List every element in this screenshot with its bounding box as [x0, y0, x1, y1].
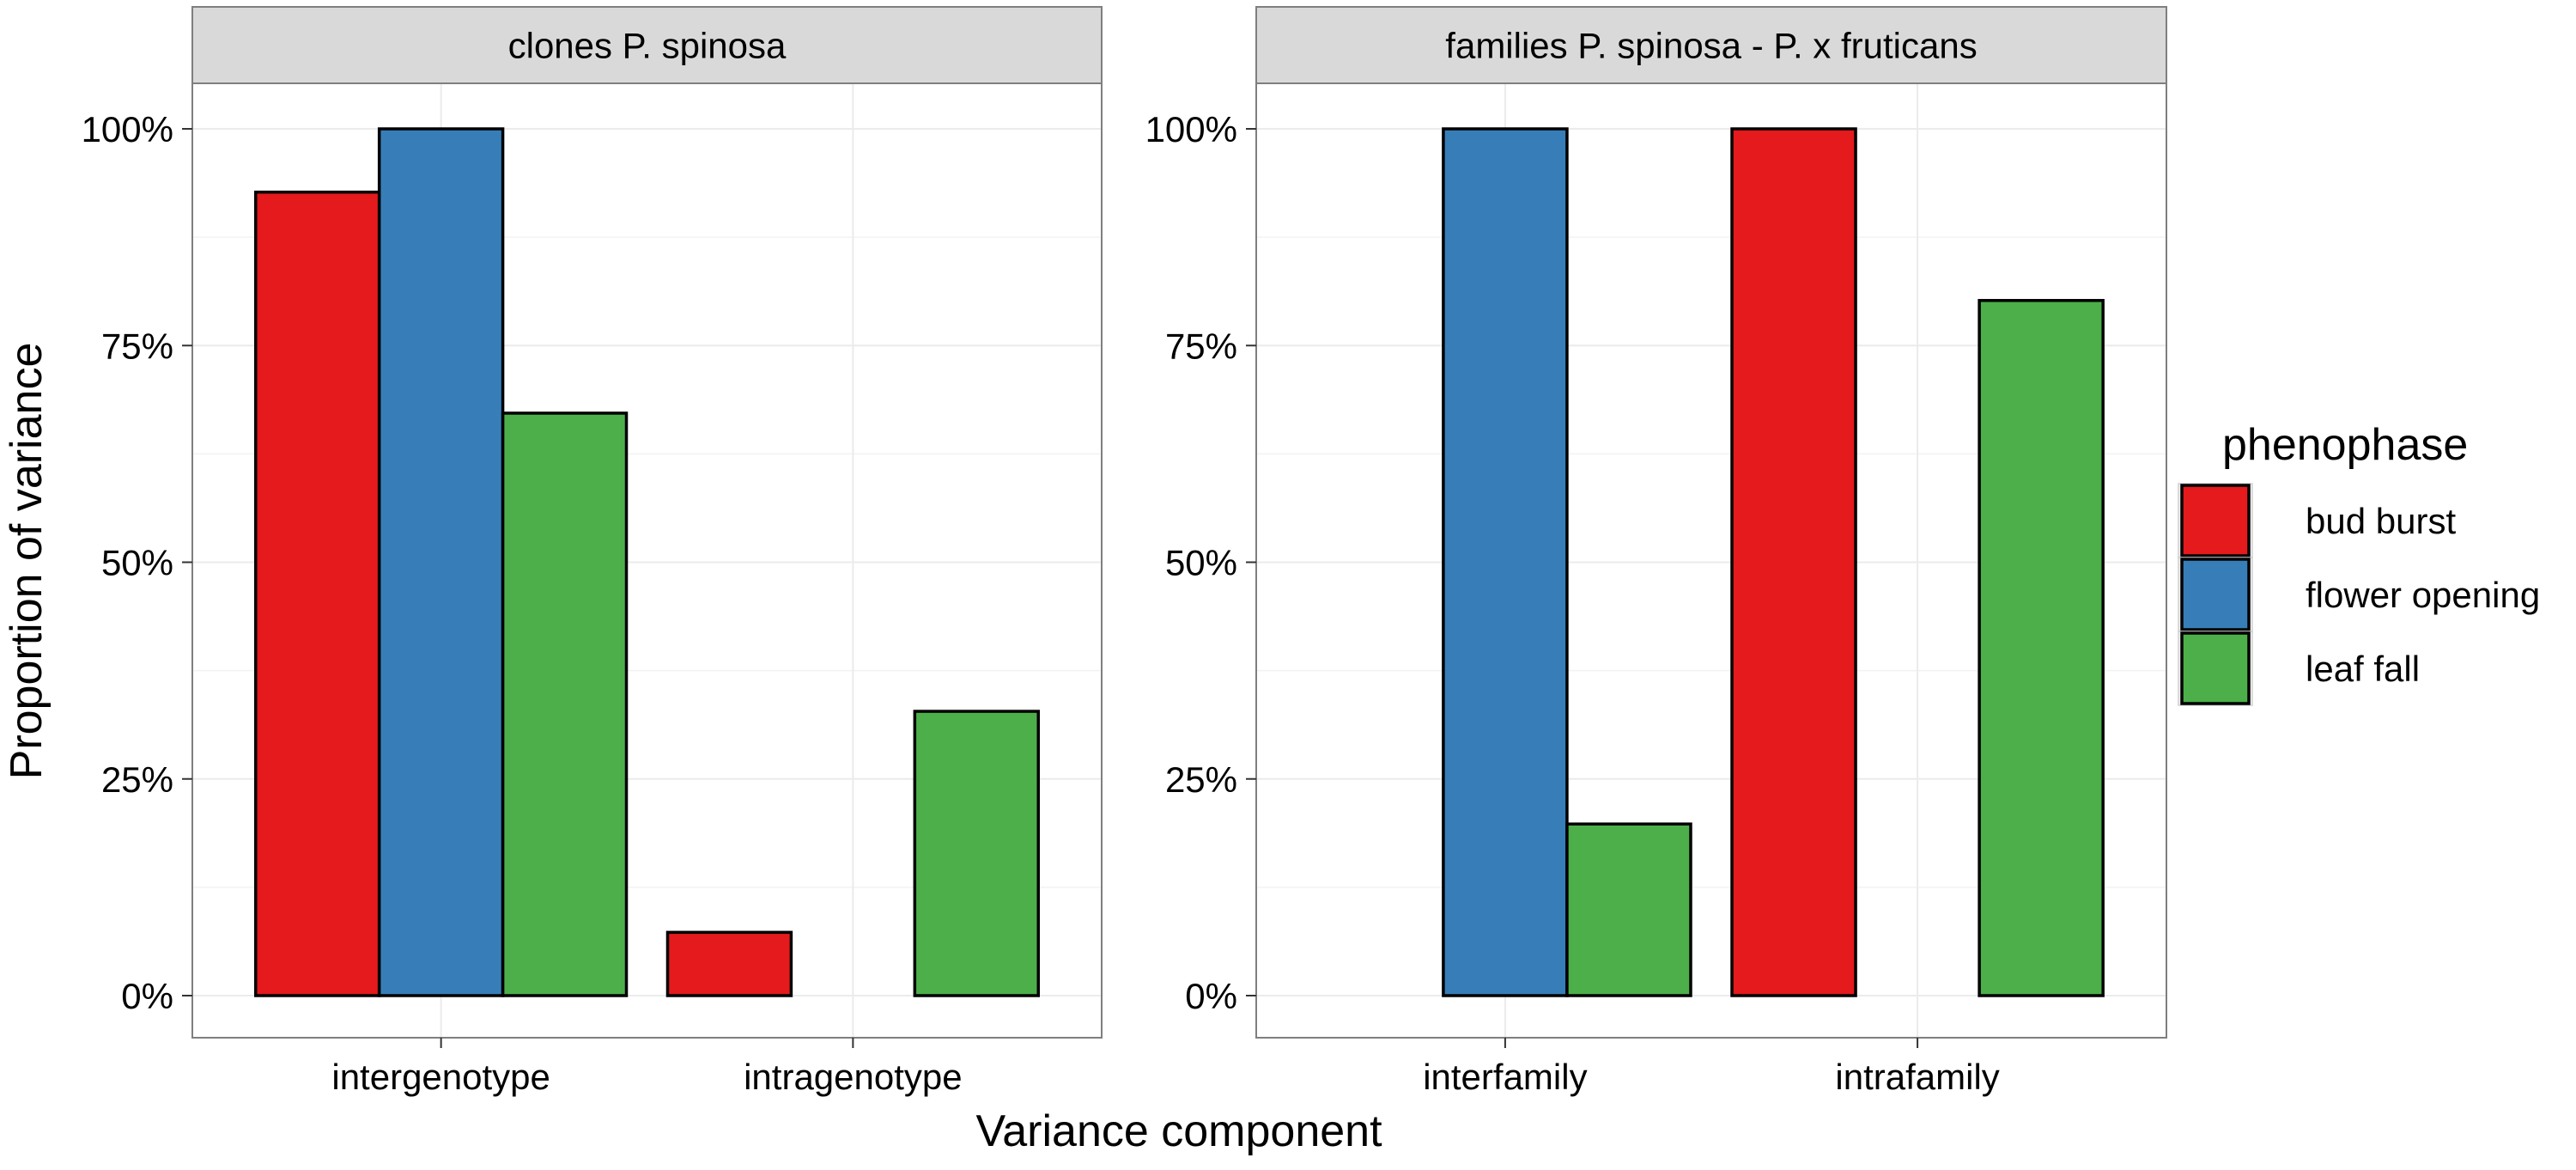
bar-leaf-fall-intragenotype [913, 710, 1040, 997]
y-tick-label: 50% [101, 543, 173, 583]
y-tick-label: 0% [1185, 976, 1237, 1016]
bar-flower-opening-intergenotype [377, 127, 505, 997]
legend-swatch-leaf-fall [2180, 631, 2251, 705]
y-tick-label: 0% [121, 976, 173, 1016]
facet-strip-1 [191, 6, 1103, 84]
y-tick-label: 50% [1165, 543, 1237, 583]
bar-bud-burst-intragenotype [665, 930, 793, 997]
bar-bud-burst-intrafamily [1730, 127, 1857, 997]
facet-strip-2 [1255, 6, 2167, 84]
bar-leaf-fall-intrafamily [1978, 299, 2105, 997]
x-tick-label: intrafamily [1835, 1057, 1999, 1097]
facet-title-1: clones P. spinosa [508, 26, 787, 66]
x-tick-label: intragenotype [744, 1057, 963, 1097]
x-tick-label: intergenotype [331, 1057, 550, 1097]
legend-title: phenophase [2222, 420, 2468, 470]
y-tick-label: 25% [101, 759, 173, 800]
y-tick-label: 100% [82, 109, 173, 149]
panel-border-1 [191, 82, 1103, 1039]
x-tick-label: interfamily [1423, 1057, 1587, 1097]
y-tick-label: 25% [1165, 759, 1237, 800]
bar-leaf-fall-intergenotype [501, 411, 629, 997]
x-axis-title: Variance component [975, 1106, 1382, 1156]
legend-label-leaf-fall: leaf fall [2306, 649, 2420, 689]
legend-swatch-bud-burst [2180, 484, 2251, 558]
bar-leaf-fall-interfamily [1565, 822, 1692, 997]
y-tick-label: 75% [101, 326, 173, 366]
bar-bud-burst-intergenotype [254, 190, 381, 997]
y-axis-title: Proportion of variance [2, 343, 52, 780]
panel-border-2 [1255, 82, 2167, 1039]
y-tick-label: 75% [1165, 326, 1237, 366]
legend-label-bud-burst: bud burst [2306, 501, 2456, 541]
bar-flower-opening-interfamily [1442, 127, 1569, 997]
facet-title-2: families P. spinosa - P. x fruticans [1445, 26, 1977, 66]
y-tick-label: 100% [1145, 109, 1237, 149]
legend-swatch-flower-opening [2180, 558, 2251, 631]
legend-label-flower-opening: flower opening [2306, 575, 2540, 615]
